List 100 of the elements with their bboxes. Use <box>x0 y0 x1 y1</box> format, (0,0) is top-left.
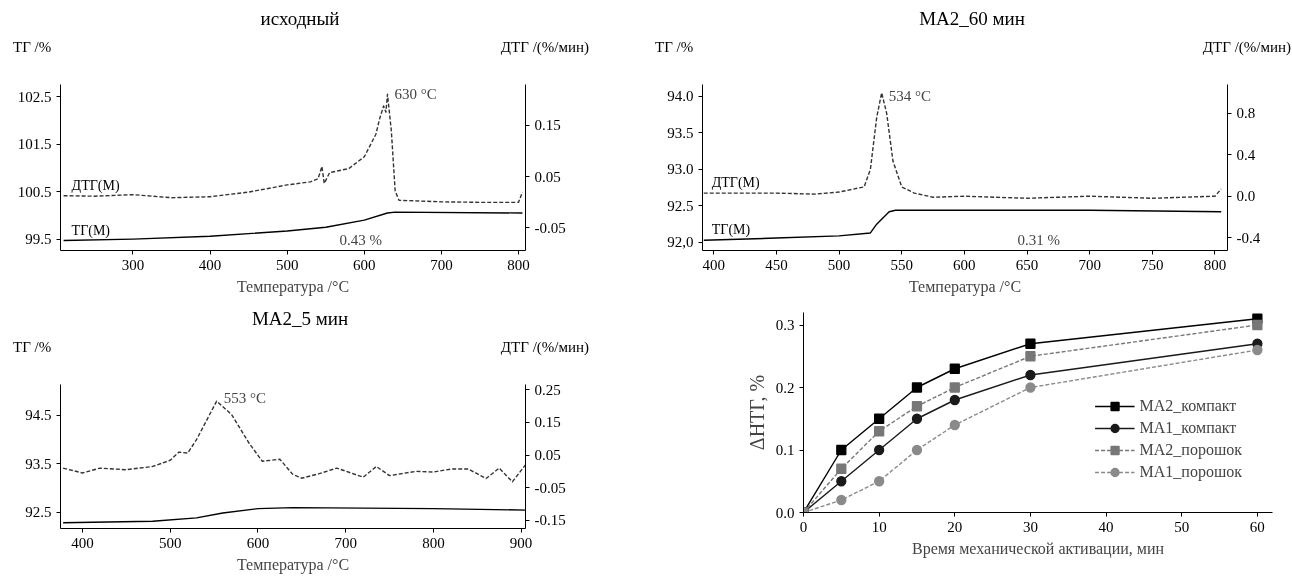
point <box>836 494 847 506</box>
x-tick-label: 750 <box>1141 256 1164 273</box>
x-tick-label: 800 <box>507 256 530 273</box>
x-tick-label: 60 <box>1249 518 1265 535</box>
x-tick-label: 0 <box>799 518 808 535</box>
point <box>911 444 923 456</box>
point <box>911 401 923 412</box>
y2-tick-label: 0.15 <box>534 117 561 134</box>
x-axis-title: Время механической активации, мин <box>911 539 1165 558</box>
x-tick-label: 700 <box>430 256 453 273</box>
y2-tick-label: 0.4 <box>1236 146 1256 163</box>
x-tick-label: 20 <box>947 518 963 535</box>
y-tick-label: 101.5 <box>17 136 52 153</box>
x-axis-title: Температура /°C <box>908 277 1022 296</box>
chart-title: MA2_60 мин <box>918 7 1026 31</box>
y-axis-title: ТГ /% <box>13 38 52 57</box>
point <box>874 426 885 437</box>
y-tick-label: 100.5 <box>17 183 52 200</box>
x-tick-label: 50 <box>1174 518 1190 535</box>
point <box>836 463 847 474</box>
chart-title: MA2_5 мин <box>250 307 350 331</box>
y-tick-label: 92,0 <box>667 234 694 251</box>
annotation: 0.43 % <box>339 231 382 248</box>
x-tick-label: 450 <box>765 256 788 273</box>
x-tick-label: 400 <box>702 256 726 273</box>
y2-tick-label: 0.0 <box>1236 188 1256 205</box>
annotation: 553 °C <box>223 390 266 407</box>
x-axis-title: Температура /°C <box>236 277 350 296</box>
x-tick-label: 600 <box>246 534 270 551</box>
y-tick-label: 92.5 <box>667 197 694 214</box>
x-tick-label: 40 <box>1098 518 1114 535</box>
annotation: 630 °C <box>394 86 437 103</box>
series-label: ДТГ(М) <box>711 175 761 192</box>
x-tick-label: 700 <box>334 534 357 551</box>
point <box>911 413 923 424</box>
y-tick-label: 94.5 <box>25 407 52 424</box>
y-tick-label: 102.5 <box>17 88 52 105</box>
y-tick-label: 0.3 <box>775 317 795 333</box>
y-tick-label: 0.0 <box>775 504 795 521</box>
point <box>836 476 847 487</box>
y2-tick-label: 0.05 <box>534 168 561 185</box>
y-tick-label: 0.2 <box>775 379 795 396</box>
point <box>949 394 960 406</box>
y-axis-title: ΔHТГ, % <box>745 374 768 451</box>
annotation: 0.31 % <box>1017 231 1060 248</box>
x-tick-label: 700 <box>1078 256 1101 273</box>
x-tick-label: 600 <box>953 256 976 273</box>
point <box>949 419 960 431</box>
y2-tick-label: -0.4 <box>1236 229 1261 246</box>
point <box>836 444 847 456</box>
point <box>1025 369 1036 381</box>
series-label: ДТГ(М) <box>71 177 120 194</box>
point <box>874 444 885 456</box>
y-tick-label: 99.5 <box>25 231 52 248</box>
point <box>1252 319 1263 331</box>
y-tick-label: 93.0 <box>667 161 694 178</box>
x-tick-label: 550 <box>890 256 913 273</box>
x-tick-label: 600 <box>353 256 376 273</box>
line-series <box>703 92 1222 199</box>
point <box>1025 382 1036 393</box>
x-tick-label: 800 <box>422 534 445 551</box>
y-tick-label: 93.5 <box>25 455 52 472</box>
legend-label: MA1_порошок <box>1139 463 1242 481</box>
x-tick-label: 900 <box>509 534 533 551</box>
y-tick-label: 94.0 <box>667 88 694 105</box>
legend-label: MA1_компакт <box>1139 419 1237 437</box>
x-tick-label: 400 <box>198 256 222 273</box>
x-axis-title: Температура /°C <box>236 555 350 574</box>
x-tick-label: 650 <box>1015 256 1039 273</box>
x-tick-label: 400 <box>71 534 94 551</box>
series-label: ТГ(М) <box>711 222 751 239</box>
y-tick-label: 0.1 <box>775 442 795 458</box>
point <box>911 382 923 393</box>
y-axis-title: ТГ /% <box>13 338 52 357</box>
y2-axis-title: ДТГ /(%/мин) <box>500 38 589 57</box>
y2-tick-label: -0.05 <box>534 219 566 236</box>
x-tick-label: 800 <box>1203 256 1227 273</box>
point <box>1025 338 1036 349</box>
y2-axis-title: ДТГ /(%/мин) <box>1202 38 1291 57</box>
point <box>1252 344 1263 356</box>
x-tick-label: 300 <box>121 256 145 273</box>
y2-tick-label: 0.05 <box>534 447 561 464</box>
y2-tick-label: 0.8 <box>1236 105 1256 122</box>
y-axis-title: ТГ /% <box>655 38 694 57</box>
annotation: 534 °C <box>888 88 931 105</box>
legend-label: MA2_компакт <box>1139 397 1237 415</box>
y2-tick-label: -0.05 <box>534 479 566 496</box>
series-label: ТГ(М) <box>71 222 111 239</box>
chart-title: исходный <box>259 7 341 31</box>
point <box>874 413 885 424</box>
y-tick-label: 93.5 <box>667 124 694 141</box>
y2-tick-label: 0.25 <box>534 381 561 398</box>
x-tick-label: 30 <box>1022 518 1038 535</box>
x-tick-label: 500 <box>827 256 851 273</box>
x-tick-label: 500 <box>158 534 182 551</box>
y2-tick-label: -0.15 <box>534 512 566 529</box>
y-tick-label: 92.5 <box>25 504 52 521</box>
legend-label: MA2_порошок <box>1139 441 1242 459</box>
point <box>949 382 960 393</box>
x-tick-label: 10 <box>871 518 887 535</box>
